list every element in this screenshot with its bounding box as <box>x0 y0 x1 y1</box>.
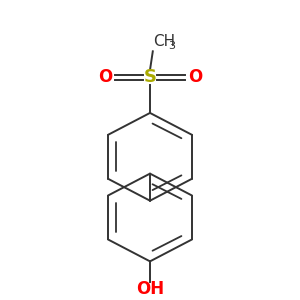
Text: S: S <box>143 68 157 86</box>
Text: O: O <box>98 68 112 86</box>
Text: CH: CH <box>153 34 175 50</box>
Text: 3: 3 <box>168 41 175 51</box>
Text: O: O <box>188 68 202 86</box>
Text: OH: OH <box>136 280 164 298</box>
